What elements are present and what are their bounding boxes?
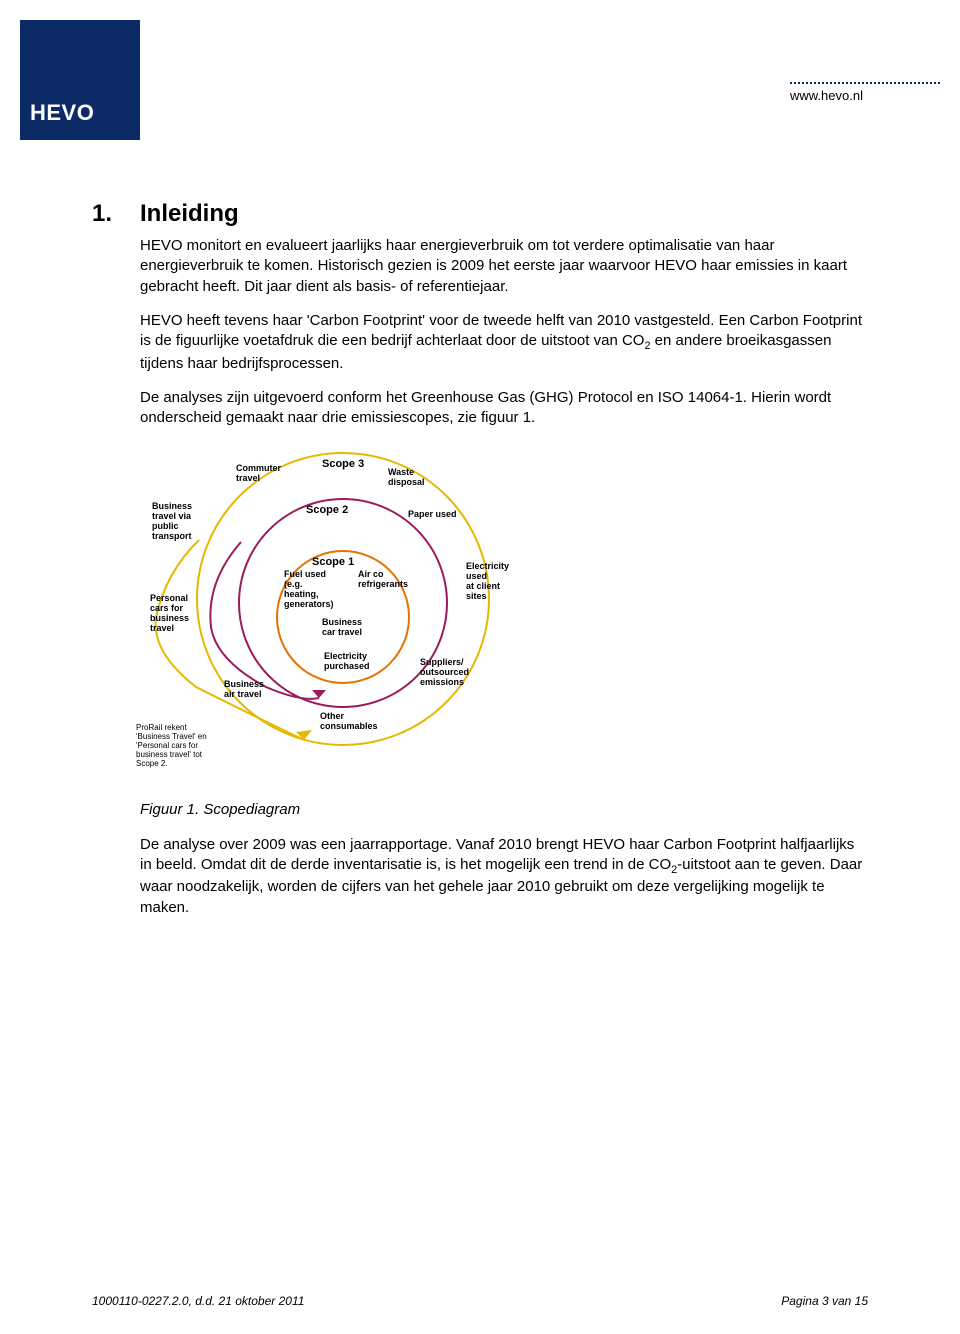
header-url-box: www.hevo.nl [790,82,940,103]
label-business-air: Business air travel [224,680,264,700]
paragraph-1: HEVO monitort en evalueert jaarlijks haa… [140,236,868,297]
content: 1. Inleiding HEVO monitort en evalueert … [92,200,868,932]
label-airco: Air co refrigerants [358,570,408,590]
paragraph-4: De analyse over 2009 was een jaarrapport… [140,835,868,918]
footer-left: 1000110-0227.2.0, d.d. 21 oktober 2011 [92,1294,304,1308]
label-other: Other consumables [320,712,378,732]
label-commuter: Commuter travel [236,464,281,484]
label-electricity-client: Electricity used at client sites [466,562,509,602]
paragraph-2: HEVO heeft tevens haar 'Carbon Footprint… [140,311,868,374]
footer: 1000110-0227.2.0, d.d. 21 oktober 2011 P… [92,1294,868,1308]
paragraph-3: De analyses zijn uitgevoerd conform het … [140,388,868,429]
label-paper: Paper used [408,510,457,520]
heading-number: 1. [92,200,140,228]
label-personal-cars: Personal cars for business travel [150,594,189,634]
label-waste: Waste disposal [388,468,425,488]
diagram-note: ProRail rekent 'Business Travel' en 'Per… [136,724,207,768]
heading-title: Inleiding [140,200,239,228]
label-suppliers: Suppliers/ outsourced emissions [420,658,469,688]
scope2-title: Scope 2 [306,504,348,516]
scope-diagram: Scope 3 Scope 2 Scope 1 Commuter travel … [136,442,516,782]
label-fuel: Fuel used (e.g. heating, generators) [284,570,334,610]
footer-right: Pagina 3 van 15 [781,1294,868,1308]
dotted-rule [790,82,940,84]
scope3-title: Scope 3 [322,458,364,470]
label-business-car: Business car travel [322,618,362,638]
label-business-public: Business travel via public transport [152,502,192,542]
body-text: HEVO monitort en evalueert jaarlijks haa… [140,236,868,918]
site-url: www.hevo.nl [790,88,940,103]
scope1-title: Scope 1 [312,556,354,568]
label-electricity-purchased: Electricity purchased [324,652,370,672]
logo: HEVO [20,20,140,140]
logo-text: HEVO [30,100,94,126]
figure-caption: Figuur 1. Scopediagram [140,800,868,820]
heading: 1. Inleiding [92,200,868,228]
page: HEVO www.hevo.nl 1. Inleiding HEVO monit… [0,0,960,1334]
